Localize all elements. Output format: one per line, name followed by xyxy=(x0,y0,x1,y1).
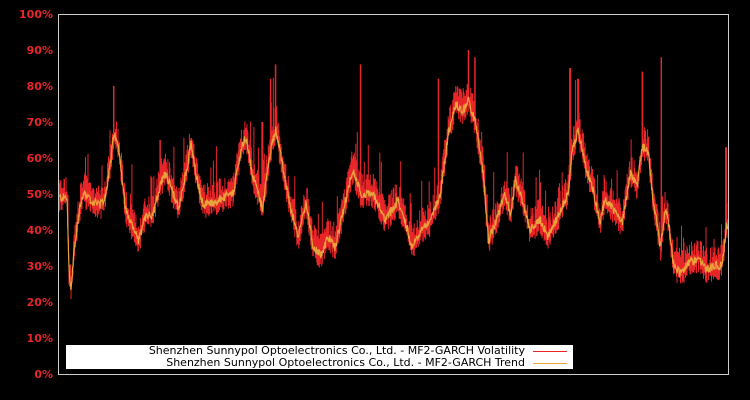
y-tick-label: 0% xyxy=(34,368,53,381)
y-tick-label: 60% xyxy=(26,152,53,165)
legend-label-volatility: Shenzhen Sunnypol Optoelectronics Co., L… xyxy=(148,344,525,357)
y-tick-label: 80% xyxy=(26,80,53,93)
y-tick-label: 10% xyxy=(26,332,53,345)
y-tick-label: 90% xyxy=(26,44,53,57)
y-tick-label: 50% xyxy=(26,188,53,201)
y-tick-label: 30% xyxy=(26,260,53,273)
y-tick-label: 40% xyxy=(26,224,53,237)
trend-series xyxy=(58,96,729,291)
y-tick-label: 100% xyxy=(19,8,53,21)
y-tick-label: 70% xyxy=(26,116,53,129)
legend-swatch-volatility xyxy=(533,351,567,352)
y-tick-label: 20% xyxy=(26,296,53,309)
legend-swatch-trend xyxy=(533,363,567,364)
legend-label-trend: Shenzhen Sunnypol Optoelectronics Co., L… xyxy=(166,356,525,369)
plot-frame xyxy=(58,14,729,375)
volatility-series xyxy=(58,50,729,299)
legend: Shenzhen Sunnypol Optoelectronics Co., L… xyxy=(66,345,573,369)
